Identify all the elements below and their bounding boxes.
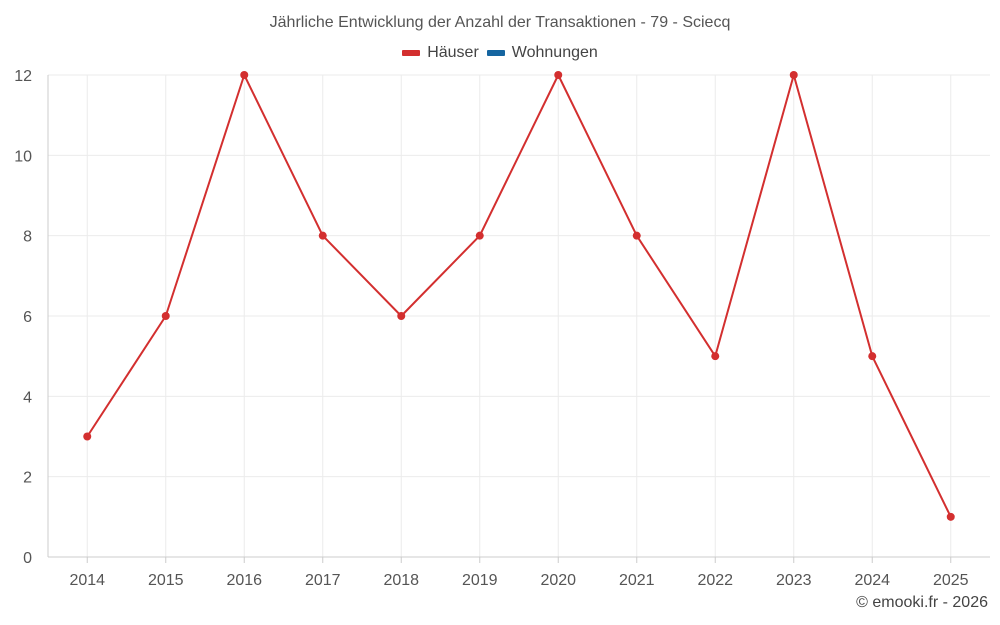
x-tick-label: 2014 bbox=[69, 572, 105, 589]
y-tick-label: 2 bbox=[23, 470, 32, 487]
grid-lines bbox=[48, 74, 990, 557]
x-tick-label: 2016 bbox=[226, 572, 262, 589]
x-tick-label: 2019 bbox=[462, 572, 498, 589]
x-tick-label: 2018 bbox=[383, 572, 419, 589]
x-tick-label: 2015 bbox=[148, 572, 184, 589]
y-tick-label: 8 bbox=[23, 229, 32, 246]
x-tick-label: 2020 bbox=[540, 572, 576, 589]
legend-swatch-houses bbox=[402, 50, 421, 56]
data-point bbox=[161, 312, 170, 320]
data-point bbox=[632, 231, 641, 240]
data-point bbox=[789, 71, 798, 79]
y-tick-label: 12 bbox=[14, 68, 32, 85]
data-point bbox=[868, 352, 877, 361]
x-tick-label: 2025 bbox=[933, 572, 969, 589]
y-tick-label: 10 bbox=[14, 148, 32, 165]
credit-text: © emooki.fr - 2026 bbox=[856, 594, 988, 611]
chart-legend: Häuser Wohnungen bbox=[0, 44, 1000, 62]
legend-label-houses: Häuser bbox=[427, 44, 479, 61]
y-tick-label: 6 bbox=[23, 309, 32, 326]
series-line-0 bbox=[86, 74, 952, 518]
data-points bbox=[83, 71, 955, 521]
legend-label-apartments: Wohnungen bbox=[511, 44, 598, 61]
data-point bbox=[711, 352, 720, 361]
data-point bbox=[946, 512, 955, 521]
x-tick-label: 2024 bbox=[854, 572, 890, 589]
x-tick-labels: 2014 2015 2016 2017 2018 2019 2020 2021 2022 2023… bbox=[69, 572, 968, 589]
legend-item-houses[interactable]: Häuser bbox=[402, 44, 479, 62]
x-tick-label: 2017 bbox=[305, 572, 341, 589]
data-point bbox=[397, 312, 406, 320]
x-tick-label: 2022 bbox=[697, 572, 733, 589]
legend-swatch-apartments bbox=[486, 50, 505, 56]
axes bbox=[47, 75, 990, 563]
data-point bbox=[240, 71, 249, 79]
x-tick-label: 2021 bbox=[619, 572, 655, 589]
y-tick-labels: 0 2 4 6 8 10 12 bbox=[14, 68, 32, 567]
y-tick-label: 4 bbox=[23, 389, 32, 406]
data-point bbox=[318, 231, 327, 240]
data-point bbox=[475, 231, 484, 240]
y-tick-label: 0 bbox=[23, 550, 32, 567]
chart-title: Jährliche Entwicklung der Anzahl der Tra… bbox=[269, 14, 731, 31]
legend-item-apartments[interactable]: Wohnungen bbox=[486, 44, 598, 62]
data-point bbox=[83, 432, 92, 441]
data-point bbox=[554, 71, 563, 79]
series-lines bbox=[86, 74, 952, 518]
x-tick-label: 2023 bbox=[776, 572, 812, 589]
